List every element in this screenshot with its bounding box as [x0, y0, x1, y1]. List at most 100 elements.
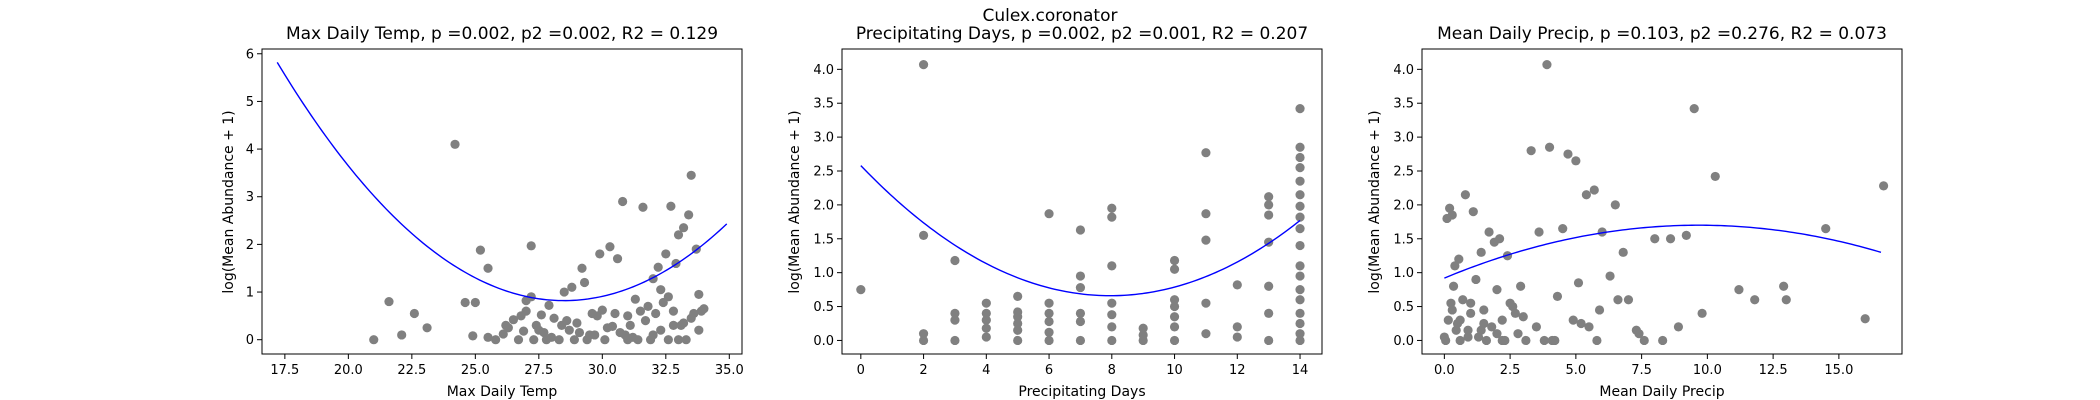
data-point	[1013, 291, 1023, 301]
y-tick-label: 0.5	[1393, 300, 1414, 315]
y-tick-label: 1.5	[813, 232, 834, 247]
data-point	[1623, 295, 1634, 305]
data-point	[1201, 235, 1211, 245]
data-point	[981, 315, 991, 325]
subplot-precipitating-days: Precipitating Days, p =0.002, p2 =0.001,…	[787, 24, 1323, 400]
data-point	[699, 304, 709, 314]
data-point	[539, 327, 549, 338]
x-tick-label: 2.5	[1500, 363, 1521, 378]
x-tick-label: 4	[982, 363, 990, 378]
data-point	[572, 318, 582, 328]
data-point	[1169, 295, 1180, 305]
quadratic-fit-line	[276, 61, 728, 302]
data-point	[1571, 156, 1581, 166]
x-tick-label: 12	[1229, 363, 1246, 378]
data-point	[1550, 335, 1560, 346]
data-point	[625, 320, 635, 331]
data-point	[1451, 325, 1461, 335]
data-point	[623, 311, 633, 321]
data-point	[1295, 329, 1305, 339]
data-point	[1107, 298, 1117, 308]
data-point	[1295, 271, 1305, 281]
data-point	[1594, 305, 1605, 315]
data-point	[1295, 308, 1305, 318]
y-tick-label: 2.0	[813, 198, 834, 213]
data-point	[498, 329, 508, 339]
data-point	[1013, 318, 1023, 329]
data-point	[1295, 224, 1305, 234]
data-point	[602, 323, 612, 333]
x-tick-label: 20.0	[334, 363, 363, 378]
data-point	[663, 292, 673, 302]
data-point	[673, 230, 684, 240]
data-point	[678, 318, 689, 328]
data-point	[1576, 318, 1586, 329]
data-point	[651, 308, 661, 319]
data-point	[981, 323, 991, 333]
data-point	[526, 241, 536, 251]
data-point	[1639, 335, 1649, 346]
data-point	[918, 335, 929, 346]
data-point	[1441, 335, 1451, 346]
data-point	[1044, 327, 1054, 337]
data-point	[516, 311, 526, 321]
x-axis-label: Precipitating Days	[1018, 384, 1145, 400]
data-point	[981, 332, 991, 342]
data-point	[1075, 335, 1086, 346]
y-tick-label: 2	[246, 238, 254, 253]
data-point	[1513, 329, 1523, 339]
data-point	[1589, 185, 1599, 195]
data-point	[1697, 308, 1707, 318]
x-tick-label: 7.5	[1631, 363, 1652, 378]
y-axis-label: log(Mean Abundance + 1)	[1367, 110, 1383, 293]
data-point	[1568, 315, 1578, 325]
x-tick-label: 22.5	[397, 363, 426, 378]
figure-suptitle: Culex.coronator	[982, 6, 1117, 26]
data-point	[595, 249, 605, 259]
data-point	[508, 315, 519, 325]
data-point	[1492, 329, 1502, 339]
data-point	[491, 335, 501, 345]
data-point	[950, 308, 960, 318]
data-point	[1544, 142, 1555, 152]
y-tick-label: 2.0	[1393, 198, 1414, 213]
data-point	[1295, 190, 1305, 200]
data-point	[592, 311, 602, 321]
data-point	[1534, 227, 1544, 237]
data-point	[1781, 295, 1791, 305]
data-point	[630, 294, 640, 304]
data-point	[1466, 308, 1476, 318]
data-point	[1169, 255, 1180, 266]
data-point	[1552, 291, 1563, 301]
data-point	[1592, 335, 1602, 346]
data-point	[666, 201, 676, 211]
data-point	[1295, 295, 1305, 305]
subplot-title: Precipitating Days, p =0.002, p2 =0.001,…	[856, 24, 1308, 44]
data-point	[1479, 305, 1489, 315]
y-tick-label: 4.0	[813, 63, 834, 78]
plot-area-frame	[1421, 48, 1903, 355]
subplot-mean-daily-precip: Mean Daily Precip, p =0.103, p2 =0.276, …	[1367, 24, 1903, 400]
x-tick-label: 0	[857, 363, 865, 378]
data-point	[369, 335, 379, 345]
data-point	[1013, 312, 1023, 322]
data-point	[1169, 264, 1180, 274]
data-point	[1710, 171, 1720, 182]
data-point	[1075, 271, 1086, 281]
data-point	[678, 223, 689, 233]
data-point	[640, 316, 651, 326]
data-point	[1044, 335, 1054, 346]
data-point	[684, 210, 694, 220]
data-point	[981, 308, 991, 318]
data-point	[559, 287, 569, 297]
data-point	[450, 139, 460, 149]
data-point	[1573, 278, 1584, 288]
data-point	[1075, 225, 1086, 235]
x-tick-label: 32.5	[651, 363, 680, 378]
x-tick-label: 6	[1045, 363, 1053, 378]
data-point	[1454, 254, 1464, 264]
data-point	[470, 297, 480, 308]
data-point	[1447, 305, 1457, 315]
data-point	[1542, 59, 1552, 70]
data-point	[950, 315, 960, 325]
